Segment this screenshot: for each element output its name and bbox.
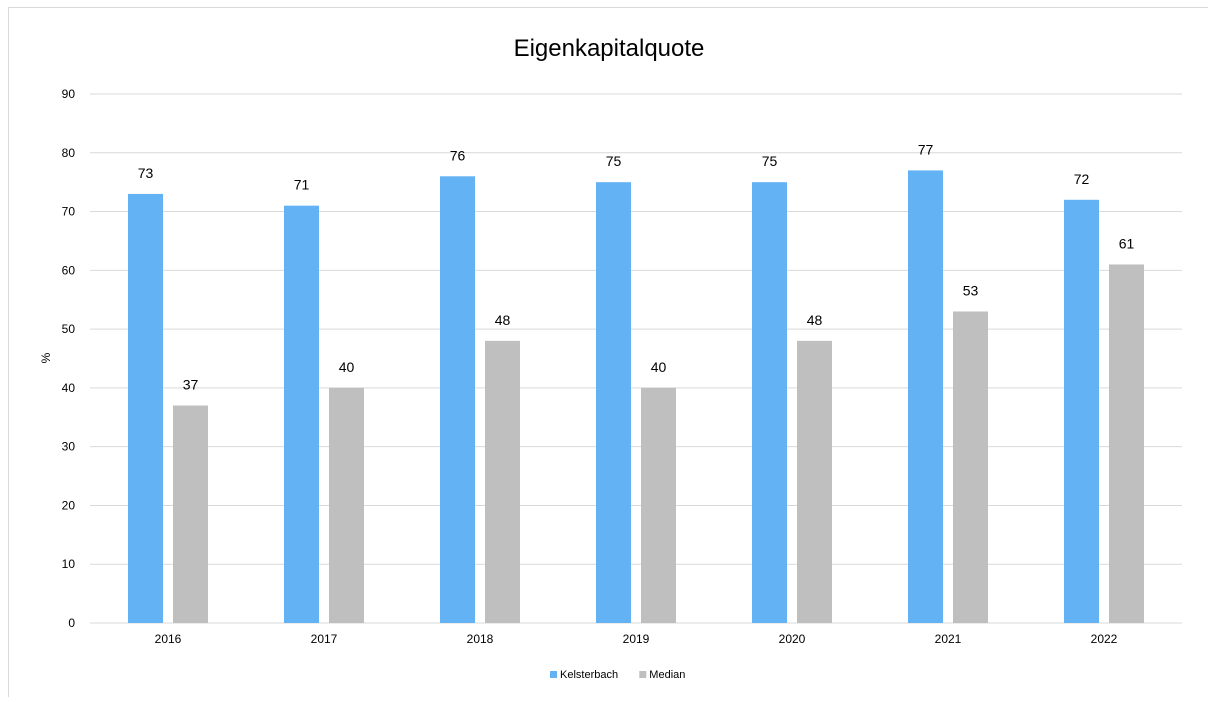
data-label: 53 [963,282,979,298]
y-tick-label: 30 [62,440,76,454]
y-tick-label: 10 [62,557,76,571]
data-label: 73 [138,165,154,181]
y-tick-label: 80 [62,146,76,160]
bar-median [329,387,364,623]
y-tick-label: 70 [62,205,76,219]
data-label: 75 [606,153,622,169]
bar-median [797,340,832,623]
y-tick-label: 20 [62,498,76,512]
x-tick-label: 2022 [1091,632,1118,646]
data-label: 76 [450,147,466,163]
bar-median [1109,264,1144,623]
chart-frame [8,7,1208,697]
data-label: 40 [339,359,355,375]
bar-kelsterbach [752,182,787,623]
bars [128,170,1144,624]
data-labels: 73 37 71 40 76 48 75 40 75 48 77 53 72 61 [138,141,1135,392]
bar-kelsterbach [440,176,475,624]
legend-label-median: Median [649,669,685,681]
data-label: 72 [1074,171,1090,187]
data-label: 61 [1119,235,1135,251]
legend: Kelsterbach Median [550,669,685,681]
bar-kelsterbach [284,205,319,623]
legend-swatch-median [639,671,647,678]
bar-kelsterbach [128,193,163,623]
data-label: 48 [807,312,823,328]
y-tick-label: 50 [62,322,76,336]
x-tick-label: 2020 [779,632,806,646]
bar-kelsterbach [908,170,943,623]
x-tick-label: 2017 [311,632,338,646]
x-tick-label: 2019 [623,632,650,646]
data-label: 37 [183,377,199,393]
y-axis-label: % [39,352,53,363]
bar-median [953,311,988,623]
data-label: 77 [918,141,934,157]
chart-title: Eigenkapitalquote [514,35,705,62]
y-tick-label: 60 [62,263,76,277]
gridlines [90,93,1182,624]
bar-kelsterbach [596,182,631,623]
y-tick-label: 90 [62,87,76,101]
y-tick-label: 40 [62,381,76,395]
y-tick-label: 0 [68,616,75,630]
bar-kelsterbach [1064,199,1099,624]
legend-label-kelsterbach: Kelsterbach [560,669,618,681]
x-tick-label: 2016 [155,632,182,646]
legend-swatch-kelsterbach [550,671,557,678]
bar-median [173,405,208,623]
axes: 0 10 20 30 40 50 60 70 80 90 2016 2017 2018 2019 2020 2… [62,87,1118,646]
x-tick-label: 2021 [935,632,962,646]
data-label: 75 [762,153,778,169]
bar-median [485,340,520,623]
x-tick-label: 2018 [467,632,494,646]
data-label: 48 [495,312,511,328]
data-label: 71 [294,177,310,193]
data-label: 40 [651,359,667,375]
bar-median [641,387,676,623]
